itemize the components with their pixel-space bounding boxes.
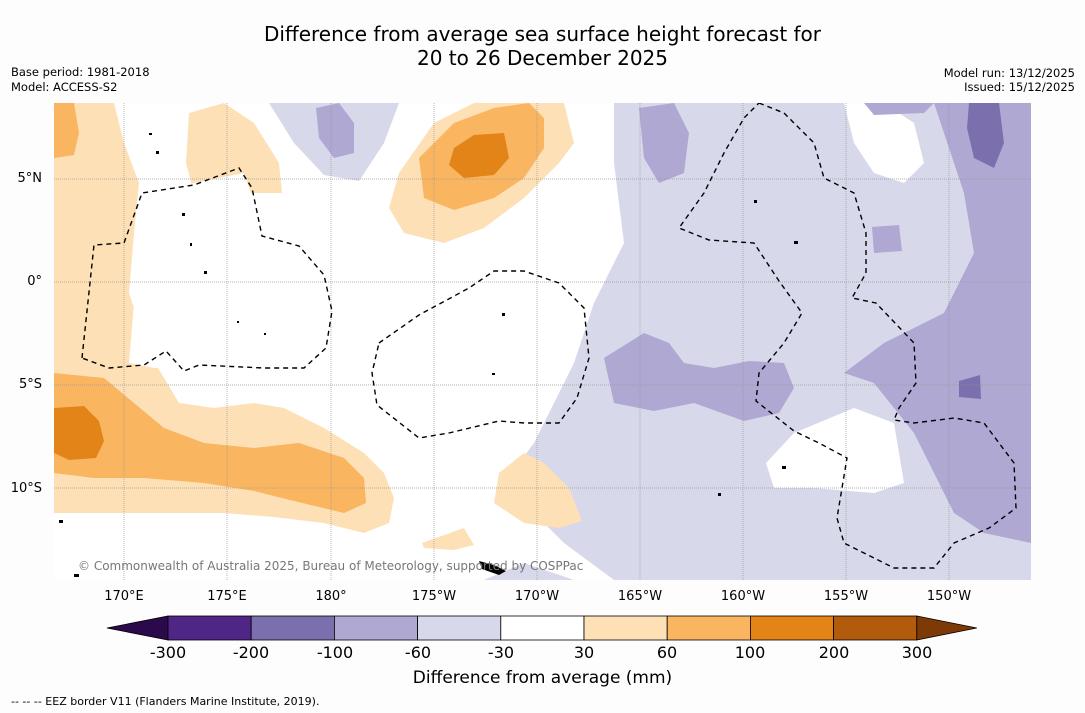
title-line-2: 20 to 26 December 2025 [416,46,668,70]
island-specks [59,133,798,577]
lat-label-10s: 10°S [10,481,42,496]
contour-pos60-nw [54,103,79,158]
colorbar-segment-0 [167,615,252,641]
lon-label-170w: 170°W [514,589,560,604]
contour-neg30-south [484,563,574,580]
colorbar-segment-4 [500,615,585,641]
colorbar-label-60: 60 [656,643,678,662]
contour-pos30-south [494,453,582,528]
white-pocket-north [844,103,924,183]
colorbar-label-neg200: -200 [232,643,270,662]
colorbar-title: Difference from average (mm) [412,668,673,688]
contour-pos30-small [422,528,474,550]
lon-label-150w: 150°W [926,589,972,604]
colorbar-extend-high [916,615,977,641]
model-name: Model: ACCESS-S2 [11,80,118,94]
contour-neg60-small [872,225,902,253]
colorbar-label-100: 100 [734,643,766,662]
eez-legend: -- -- -- EEZ border V11 (Flanders Marine… [11,695,320,708]
colorbar-segment-2 [333,615,418,641]
colorbar-segment-1 [250,615,335,641]
graticule [54,103,1031,580]
lat-label-5s: 5°S [18,377,42,392]
white-pocket [766,408,904,493]
colorbar-segment-7 [750,615,835,641]
contour-pos30-north-a [186,103,282,198]
lon-label-180: 180° [315,589,347,604]
colorbar-label-neg300: -300 [149,643,187,662]
colorbar-segment-3 [417,615,502,641]
contour-neg100-small [959,375,981,399]
copyright-notice: © Commonwealth of Australia 2025, Bureau… [78,559,584,573]
colorbar [106,615,977,641]
contour-pos100-north [449,133,509,178]
colorbar-label-neg30: -30 [487,643,515,662]
colorbar-segment-6 [666,615,751,641]
contour-neg60-east [844,103,1031,543]
colorbar-label-300: 300 [901,643,933,662]
colorbar-label-neg100: -100 [316,643,354,662]
colorbar-label-200: 200 [818,643,850,662]
model-run: Model run: 13/12/2025 [943,66,1075,80]
lon-label-175w: 175°W [411,589,457,604]
lon-label-170e: 170°E [104,589,144,604]
white-interior [129,173,384,373]
lon-label-165w: 165°W [617,589,663,604]
contour-pos100-west [54,406,104,460]
contour-neg60-nw [316,103,354,158]
colorbar-segment-8 [833,615,918,641]
eez-borders [81,103,1017,569]
lon-label-160w: 160°W [720,589,766,604]
contour-neg60-center [604,333,794,421]
colorbar-segments [106,615,977,641]
colorbar-label-neg60: -60 [404,643,432,662]
colorbar-extend-low [106,615,169,641]
sea-level-map [54,103,1031,580]
lat-label-5n: 5°N [17,171,43,186]
lon-label-155w: 155°W [823,589,869,604]
colorbar-label-30: 30 [573,643,595,662]
lon-label-175e: 175°E [207,589,247,604]
base-period: Base period: 1981-2018 [11,65,150,79]
lat-label-0: 0° [27,274,42,289]
contour-neg60-n [639,103,689,183]
colorbar-segment-5 [583,615,668,641]
contour-neg60-ne [864,103,934,115]
eez-tuvalu-kiribati-west [81,167,333,372]
contour-neg100-ne [967,103,1004,168]
contour-pos60-west [54,373,366,513]
issued-date: Issued: 15/12/2025 [964,80,1075,94]
title-line-1: Difference from average sea surface heig… [263,22,822,46]
eez-line-islands [677,103,1017,569]
